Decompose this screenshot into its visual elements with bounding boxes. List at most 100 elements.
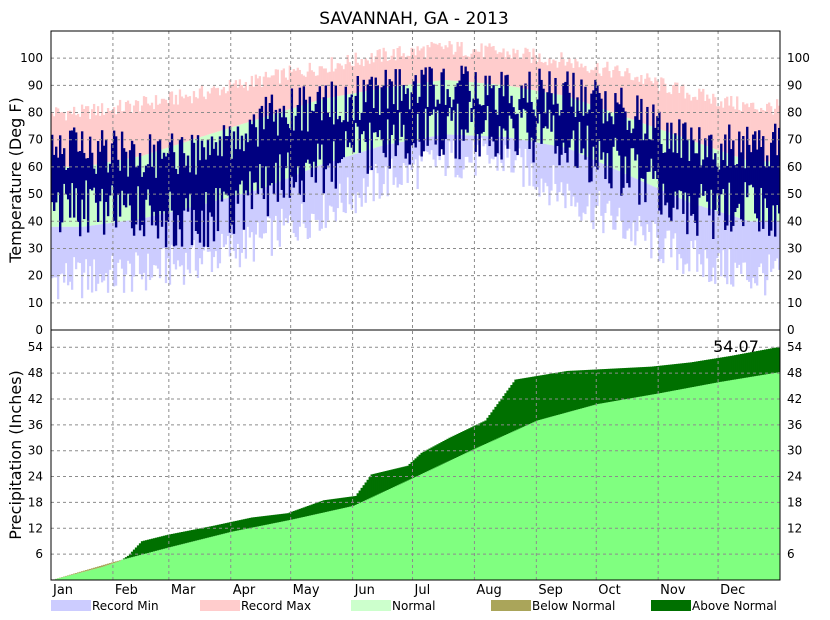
precip-above-normal-fill: [494, 406, 497, 440]
record-max-bar: [562, 59, 565, 96]
precip-above-normal-fill: [540, 375, 543, 420]
precip-above-normal-fill: [644, 366, 647, 396]
precip-above-normal-fill: [724, 356, 727, 382]
observed-temperature-bar: [460, 65, 463, 130]
precip-above-normal-fill: [302, 507, 306, 517]
precip-normal-fill: [232, 531, 236, 580]
precip-normal-fill: [570, 411, 573, 580]
record-min-bar: [546, 144, 549, 187]
record-min-bar: [62, 226, 66, 283]
record-min-bar: [268, 185, 271, 219]
precip-normal-fill: [142, 554, 146, 580]
precip-normal-fill: [494, 439, 497, 580]
observed-temperature-bar: [618, 104, 621, 156]
precip-normal-fill: [84, 571, 88, 580]
record-max-bar: [628, 73, 631, 119]
record-min-bar: [736, 217, 739, 268]
observed-temperature-bar: [282, 105, 286, 198]
observed-temperature-bar: [632, 128, 635, 149]
observed-temperature-bar: [528, 71, 531, 149]
legend-swatch: [200, 600, 240, 611]
record-min-bar: [256, 189, 260, 223]
record-max-bar: [190, 103, 194, 140]
record-min-bar: [112, 222, 116, 287]
precip-normal-fill: [560, 413, 563, 580]
precip-normal-fill: [412, 477, 415, 580]
record-max-bar: [702, 88, 705, 145]
precip-above-normal-fill: [276, 514, 280, 523]
observed-temperature-bar: [486, 95, 489, 106]
record-min-bar: [488, 136, 491, 164]
precip-normal-fill: [216, 535, 220, 580]
record-max-bar: [684, 98, 687, 139]
record-min-bar: [284, 179, 287, 219]
precip-normal-fill: [618, 400, 621, 580]
normal-range-bar: [614, 113, 617, 170]
precip-normal-fill: [54, 578, 58, 580]
record-max-bar: [610, 77, 613, 112]
normal-range-bar: [760, 161, 763, 222]
precip-normal-fill: [660, 392, 663, 580]
precip-normal-fill: [82, 571, 86, 580]
precip-above-normal-fill: [648, 366, 651, 396]
observed-temperature-bar: [346, 121, 349, 148]
precip-below-normal-fill: [70, 574, 74, 575]
precip-normal-fill: [414, 476, 417, 580]
precip-normal-fill: [78, 572, 82, 580]
precip-normal-fill: [166, 547, 170, 580]
observed-temperature-bar: [276, 135, 280, 202]
record-max-bar: [718, 106, 721, 151]
observed-temperature-bar: [336, 119, 340, 164]
precip-normal-fill: [226, 532, 230, 580]
precip-above-normal-fill: [622, 368, 625, 400]
precip-normal-fill: [482, 444, 485, 580]
precip-normal-fill: [598, 403, 601, 580]
record-max-bar: [148, 105, 152, 154]
record-max-bar: [102, 114, 106, 164]
precip-above-normal-fill: [268, 515, 272, 525]
temperature-tick-label-left: 30: [28, 241, 43, 255]
record-max-bar: [408, 56, 411, 85]
precip-normal-fill: [630, 398, 633, 580]
observed-temperature-bar: [598, 92, 601, 142]
precip-normal-fill: [72, 574, 76, 580]
record-max-bar: [138, 111, 142, 157]
precip-normal-fill: [378, 493, 381, 580]
record-min-bar: [116, 221, 120, 263]
precip-above-normal-fill: [490, 412, 493, 442]
record-max-bar: [660, 77, 663, 130]
precip-above-normal-fill: [452, 435, 455, 459]
precip-above-normal-fill: [390, 469, 393, 489]
precip-normal-fill: [576, 409, 579, 580]
observed-temperature-bar: [576, 97, 579, 168]
precip-above-normal-fill: [528, 377, 531, 425]
precipitation-total-label: 54.07: [713, 337, 759, 356]
observed-temperature-bar: [730, 149, 733, 232]
record-min-bar: [414, 139, 417, 160]
record-min-bar: [578, 153, 581, 217]
record-max-bar: [144, 97, 148, 155]
record-max-bar: [504, 57, 507, 86]
observed-temperature-bar: [616, 102, 619, 151]
precip-normal-fill: [762, 374, 765, 580]
precipitation-panel: [52, 346, 781, 580]
record-max-bar: [726, 96, 729, 154]
record-min-bar: [708, 208, 711, 282]
record-max-bar: [244, 82, 248, 123]
precip-normal-fill: [558, 414, 561, 580]
precip-normal-fill: [194, 540, 198, 580]
precip-above-normal-fill: [228, 522, 232, 533]
precip-normal-fill: [256, 526, 260, 580]
observed-temperature-bar: [166, 152, 170, 222]
observed-temperature-bar: [382, 85, 385, 153]
observed-temperature-bar: [210, 136, 214, 217]
record-max-bar: [416, 46, 419, 84]
precip-normal-fill: [154, 550, 158, 580]
precip-normal-fill: [130, 557, 134, 580]
precip-normal-fill: [192, 541, 196, 580]
observed-temperature-bar: [310, 110, 314, 178]
temperature-tick-label-right: 30: [787, 241, 802, 255]
record-max-bar: [314, 75, 317, 102]
precip-normal-fill: [292, 519, 296, 580]
precip-normal-fill: [480, 445, 483, 580]
